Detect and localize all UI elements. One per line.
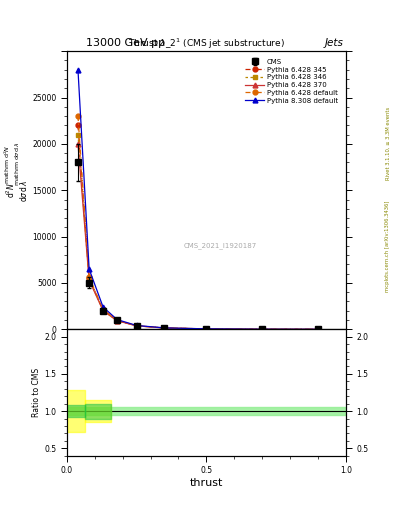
Text: $\mathrm{mathrm}\,\mathrm{d}^2N$
$\mathrm{mathrm}\,\mathrm{d}\sigma\,\mathrm{d}\: $\mathrm{mathrm}\,\mathrm{d}^2N$ $\mathr… <box>2 141 21 186</box>
Legend: CMS, Pythia 6.428 345, Pythia 6.428 346, Pythia 6.428 370, Pythia 6.428 default,: CMS, Pythia 6.428 345, Pythia 6.428 346,… <box>243 57 340 105</box>
Text: 13000 GeV pp: 13000 GeV pp <box>86 38 165 48</box>
Text: Jets: Jets <box>325 38 344 48</box>
Text: CMS_2021_I1920187: CMS_2021_I1920187 <box>184 243 257 249</box>
X-axis label: thrust: thrust <box>190 478 223 488</box>
Y-axis label: $\mathrm{d}^2N$
$\mathrm{d}\sigma\,\mathrm{d}\,\lambda$: $\mathrm{d}^2N$ $\mathrm{d}\sigma\,\math… <box>4 179 29 202</box>
Title: Thrust $\lambda\_2^1$ (CMS jet substructure): Thrust $\lambda\_2^1$ (CMS jet substruct… <box>128 37 285 51</box>
Y-axis label: Ratio to CMS: Ratio to CMS <box>33 368 42 417</box>
Text: mcplots.cern.ch [arXiv:1306.3436]: mcplots.cern.ch [arXiv:1306.3436] <box>386 200 390 291</box>
Text: Rivet 3.1.10, ≥ 3.3M events: Rivet 3.1.10, ≥ 3.3M events <box>386 106 390 180</box>
